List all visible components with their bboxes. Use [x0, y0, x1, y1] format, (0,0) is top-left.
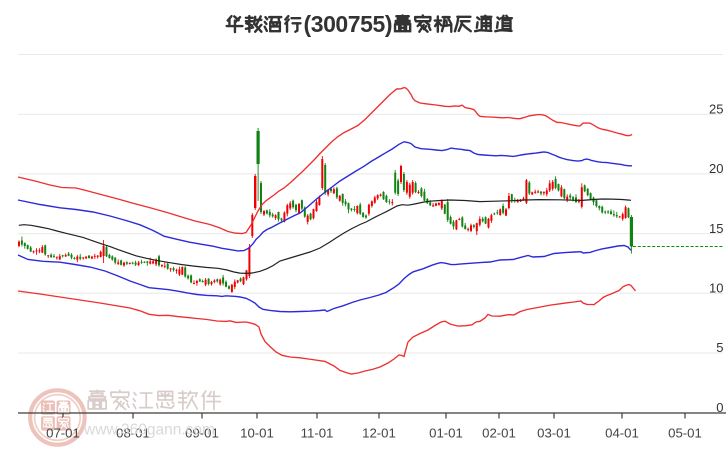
svg-text:09-01: 09-01	[185, 426, 219, 441]
svg-text:02-01: 02-01	[482, 426, 516, 441]
svg-text:15: 15	[709, 221, 723, 236]
svg-text:20: 20	[709, 161, 723, 176]
svg-text:10: 10	[709, 281, 723, 296]
svg-text:25: 25	[709, 101, 723, 116]
svg-text:07-01: 07-01	[46, 426, 80, 441]
svg-text:www.360gann.com: www.360gann.com	[83, 422, 215, 439]
svg-text:0: 0	[716, 400, 723, 415]
svg-text:01-01: 01-01	[429, 426, 463, 441]
svg-text:03-01: 03-01	[537, 426, 571, 441]
svg-text:08-01: 08-01	[116, 426, 150, 441]
svg-text:11-01: 11-01	[301, 426, 334, 441]
svg-text:(300755): (300755)	[304, 11, 393, 37]
svg-text:12-01: 12-01	[362, 426, 396, 441]
svg-text:5: 5	[716, 340, 723, 355]
svg-text:05-01: 05-01	[668, 426, 702, 441]
svg-text:10-01: 10-01	[240, 426, 274, 441]
svg-text:04-01: 04-01	[605, 426, 639, 441]
